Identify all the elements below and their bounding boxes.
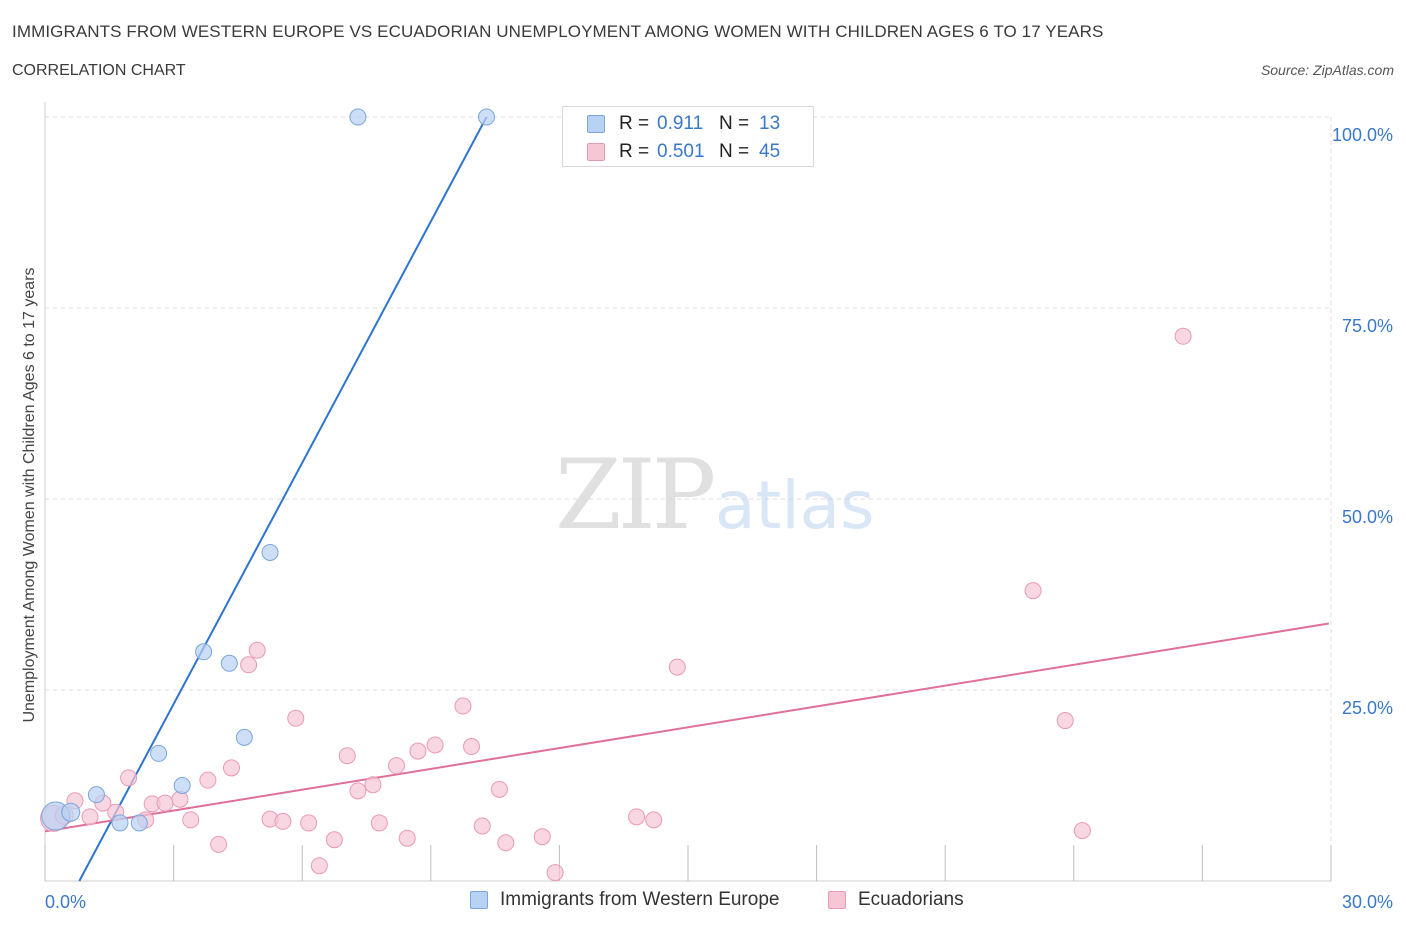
data-point <box>195 643 213 661</box>
data-point <box>1056 712 1074 730</box>
data-point <box>490 780 508 798</box>
data-point <box>645 811 663 829</box>
data-point <box>1024 582 1042 600</box>
series-swatch-pink <box>828 891 846 909</box>
data-point <box>478 108 496 126</box>
data-point <box>199 771 217 789</box>
data-point <box>240 656 258 674</box>
data-point <box>274 812 292 830</box>
data-point <box>463 738 481 756</box>
data-point <box>1174 327 1192 345</box>
data-point <box>248 641 266 659</box>
watermark-atlas: atlas <box>715 467 875 544</box>
data-point <box>81 808 99 826</box>
data-point <box>261 543 279 561</box>
stats-legend: R = 0.911 N = 13 R = 0.501 N = 45 <box>562 106 814 167</box>
legend-row-ecuadorians: R = 0.501 N = 45 <box>587 140 780 164</box>
legend-r-value: 0.911 <box>657 113 704 134</box>
data-point <box>210 835 228 853</box>
data-point <box>364 776 382 794</box>
legend-row-western-europe: R = 0.911 N = 13 <box>587 112 780 136</box>
legend-r-label: R = <box>619 113 650 134</box>
data-point <box>287 709 305 727</box>
y-tick-label: 75.0% <box>1342 316 1393 336</box>
legend-n-label: N = <box>719 141 750 162</box>
data-point <box>473 817 491 835</box>
data-point <box>111 814 129 832</box>
data-point <box>533 828 551 846</box>
data-points <box>40 108 1192 882</box>
legend-n-label: N = <box>719 113 750 134</box>
legend-r-value: 0.501 <box>657 141 705 162</box>
data-point <box>173 777 191 794</box>
legend-swatch-pink <box>587 143 605 161</box>
legend-r-label: R = <box>619 141 650 162</box>
data-point <box>349 782 367 800</box>
data-point <box>182 811 200 829</box>
axes <box>44 102 1332 882</box>
data-point <box>150 744 168 762</box>
watermark: ZIP atlas <box>555 439 875 551</box>
data-point <box>668 658 686 676</box>
x-tick-label: 0.0% <box>45 892 86 912</box>
data-point <box>628 808 646 826</box>
data-point <box>454 697 472 715</box>
x-tick-label: 30.0% <box>1342 892 1393 912</box>
data-point <box>370 814 388 832</box>
data-point <box>1073 822 1091 840</box>
data-point <box>426 736 444 754</box>
series-legend: Immigrants from Western Europe Ecuadoria… <box>0 889 1406 915</box>
y-tick-label: 50.0% <box>1342 507 1393 527</box>
tick-labels: 25.0% 50.0% 75.0% 100.0% 0.0% 30.0% <box>45 125 1393 912</box>
data-point <box>546 864 564 882</box>
data-point <box>398 829 416 847</box>
legend-n-value: 13 <box>759 113 781 134</box>
data-point <box>130 814 148 832</box>
series-legend-ecuadorians[interactable]: Ecuadorians <box>828 889 964 911</box>
data-point <box>222 759 240 777</box>
chart-title: IMMIGRANTS FROM WESTERN EUROPE VS ECUADO… <box>12 22 1104 41</box>
data-point <box>87 786 105 804</box>
data-point <box>388 757 406 775</box>
series-legend-label: Immigrants from Western Europe <box>500 889 780 910</box>
data-point <box>300 814 318 832</box>
data-point <box>497 834 515 852</box>
data-point <box>156 794 174 812</box>
series-swatch-blue <box>470 891 488 909</box>
legend-swatch-blue <box>587 115 605 133</box>
data-point <box>120 769 138 787</box>
data-point <box>409 742 427 760</box>
data-point <box>220 654 238 672</box>
trend-line-1 <box>44 622 1330 833</box>
data-point <box>310 857 328 875</box>
data-point <box>61 802 81 822</box>
legend-n-value: 45 <box>759 141 781 162</box>
source-label: Source: ZipAtlas.com <box>1260 62 1394 78</box>
trend-line-0 <box>78 116 488 882</box>
y-tick-label: 100.0% <box>1332 125 1393 145</box>
series-legend-label: Ecuadorians <box>858 889 964 910</box>
y-tick-label: 25.0% <box>1342 698 1393 718</box>
data-point <box>325 831 343 849</box>
trend-lines <box>44 116 1330 882</box>
chart-subtitle: CORRELATION CHART <box>12 62 186 79</box>
series-legend-western-europe[interactable]: Immigrants from Western Europe <box>470 889 779 911</box>
data-point <box>338 747 356 765</box>
data-point <box>235 728 253 746</box>
data-point <box>349 108 367 126</box>
watermark-zip: ZIP <box>555 439 714 551</box>
